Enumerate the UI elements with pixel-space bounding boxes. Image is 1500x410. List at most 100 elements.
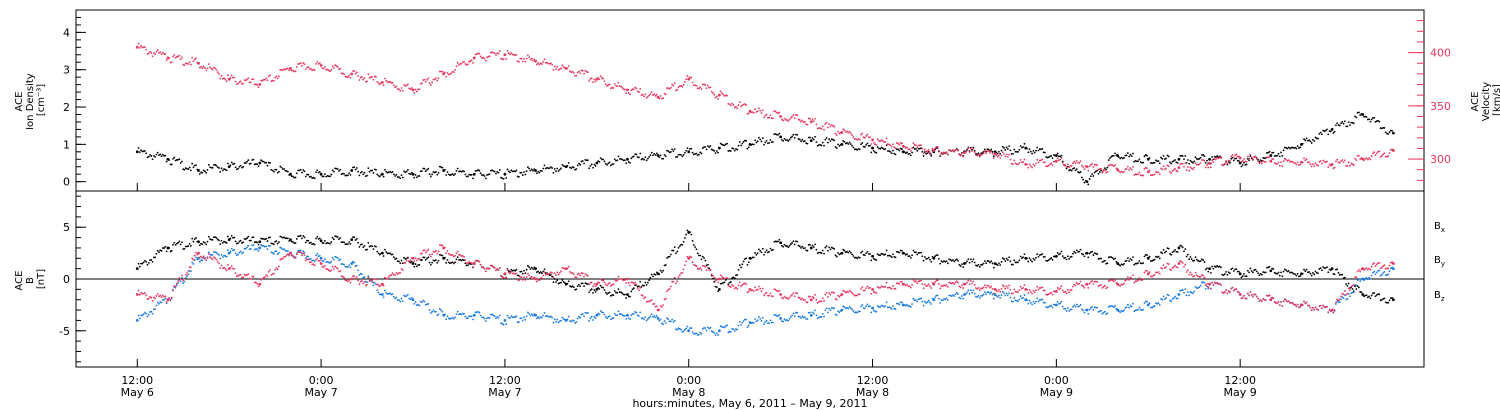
velocity-fill [852, 136, 855, 138]
velocity-fill [961, 152, 963, 155]
b-y-fill [778, 313, 781, 316]
b-y-fill [382, 296, 385, 299]
b-z-fill [866, 285, 869, 288]
b-y-fill [529, 314, 532, 317]
velocity-fill [578, 70, 580, 73]
density-fill [1041, 147, 1044, 150]
b-y-fill [1069, 308, 1072, 311]
b-x-fill [510, 268, 513, 271]
b-y-fill [377, 291, 380, 294]
density-fill [1001, 145, 1004, 148]
velocity-fill [1384, 155, 1387, 158]
b-x [135, 229, 1395, 304]
velocity-fill [1080, 164, 1083, 167]
b-y-fill [1129, 304, 1132, 307]
b-y-fill [558, 320, 561, 323]
b-z-fill [954, 281, 957, 284]
velocity-fill [1260, 162, 1263, 165]
b-y-fill [537, 316, 539, 318]
velocity-fill [803, 120, 806, 123]
velocity-fill [624, 88, 626, 91]
b-y-fill [981, 294, 984, 297]
velocity-fill [709, 86, 712, 89]
b-z-fill [641, 294, 644, 297]
b-x-fill [567, 280, 570, 283]
b-z-fill [1350, 285, 1353, 288]
density-fill [875, 151, 878, 154]
b-y-fill [330, 260, 333, 263]
velocity-fill [339, 67, 342, 70]
b-z-fill [159, 294, 162, 297]
density-fill [1096, 169, 1099, 172]
b-y-fill [276, 253, 279, 255]
b-x-fill [1366, 296, 1369, 299]
density-fill [331, 169, 334, 172]
velocity-fill [1132, 166, 1134, 168]
density-fill [168, 159, 171, 161]
velocity-fill [326, 68, 329, 71]
b-z-fill [270, 274, 273, 276]
velocity-fill [890, 145, 893, 148]
b-z-fill [814, 293, 817, 296]
velocity-fill [301, 64, 303, 67]
b-x-fill [977, 263, 980, 266]
b-z-fill [1211, 281, 1213, 284]
velocity-fill [1259, 161, 1262, 164]
velocity-fill [917, 144, 920, 147]
velocity-fill [1012, 163, 1014, 166]
b-z-fill [456, 250, 459, 253]
b-x-fill [875, 259, 878, 261]
b-x-fill [463, 259, 465, 262]
density-fill [1188, 162, 1191, 165]
velocity-fill [1070, 165, 1073, 167]
b-y-fill [1075, 303, 1078, 306]
b-x-fill [1073, 250, 1076, 253]
density-fill [1043, 151, 1046, 154]
density-fill [1050, 154, 1053, 157]
density-fill [395, 173, 398, 176]
velocity-fill [452, 71, 455, 74]
b-x-fill [717, 290, 719, 293]
b-y-fill [353, 261, 356, 264]
b-z-fill [829, 293, 832, 296]
b-z-point [380, 282, 384, 286]
b-z-fill [860, 288, 862, 290]
b-x-fill [339, 237, 342, 239]
b-z-fill [1089, 281, 1092, 283]
density-fill [378, 175, 381, 178]
density-fill [578, 162, 580, 165]
density-fill [1299, 146, 1302, 149]
velocity-fill [977, 153, 980, 156]
velocity-fill [775, 111, 778, 114]
b-x-fill [971, 260, 974, 263]
velocity-fill [1047, 164, 1050, 167]
b-z-fill [325, 268, 328, 270]
velocity-fill [898, 143, 901, 146]
density-fill [165, 160, 168, 163]
density-fill [1238, 160, 1240, 162]
density-fill [441, 166, 444, 169]
density-fill [541, 170, 543, 172]
b-z-fill [606, 284, 608, 287]
b-z [135, 244, 1395, 314]
b-x-fill [1257, 272, 1259, 274]
velocity-fill [191, 56, 194, 59]
b-x-fill [523, 269, 525, 272]
velocity-fill [306, 66, 308, 69]
b-y-fill [968, 292, 971, 295]
velocity-fill [1379, 156, 1382, 158]
b-z-fill [1003, 285, 1005, 288]
density-fill [187, 168, 190, 171]
b-x-fill [456, 256, 459, 259]
b-y-fill [316, 252, 319, 255]
density-fill [472, 177, 474, 180]
b-z-fill [1163, 267, 1166, 269]
b-y-fill [952, 294, 954, 296]
b-z-fill [685, 260, 688, 263]
b-y-fill [1072, 305, 1074, 308]
b-y-fill [422, 299, 425, 302]
density-fill [141, 150, 144, 153]
b-x-fill [756, 252, 759, 255]
top-ytick-label: 3 [63, 64, 70, 77]
velocity-fill [649, 93, 652, 96]
